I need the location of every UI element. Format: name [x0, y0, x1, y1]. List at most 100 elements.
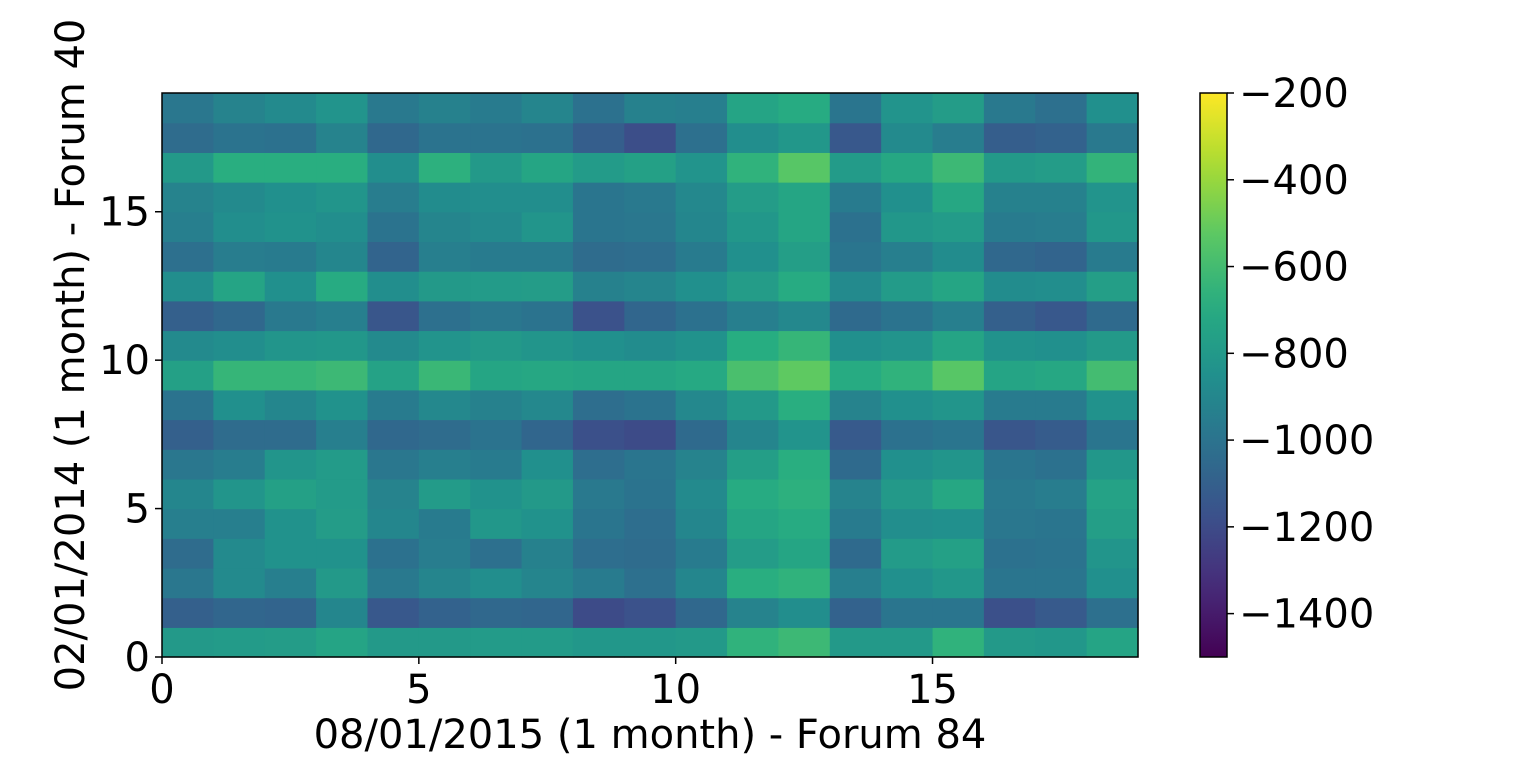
- heatmap-cell: [418, 93, 471, 124]
- heatmap-cell: [1035, 627, 1088, 658]
- heatmap-cell: [162, 182, 214, 213]
- heatmap-cell: [264, 211, 317, 243]
- heatmap-cell: [1086, 360, 1139, 391]
- heatmap-cell: [675, 627, 728, 658]
- heatmap-cell: [983, 360, 1036, 391]
- heatmap-cell: [367, 93, 420, 124]
- heatmap-cell: [316, 300, 369, 332]
- heatmap-cell: [213, 567, 266, 599]
- heatmap-cell: [1086, 93, 1139, 124]
- heatmap-cell: [727, 627, 780, 658]
- heatmap-cell: [624, 508, 677, 539]
- heatmap-cell: [1086, 627, 1139, 658]
- heatmap-cell: [675, 300, 728, 332]
- heatmap-cell: [213, 241, 266, 272]
- heatmap-cell: [572, 360, 625, 391]
- heatmap-cell: [1086, 300, 1139, 332]
- heatmap-cell: [213, 182, 266, 213]
- heatmap-cell: [932, 122, 985, 153]
- heatmap-cell: [727, 152, 780, 183]
- heatmap-cell: [521, 538, 574, 569]
- heatmap-cell: [264, 300, 317, 332]
- heatmap-cell: [470, 152, 523, 183]
- heatmap-cell: [624, 360, 677, 391]
- heatmap-cell: [983, 627, 1036, 658]
- heatmap-cell: [983, 182, 1036, 213]
- heatmap-cell: [367, 538, 420, 569]
- heatmap-cell: [1035, 538, 1088, 569]
- heatmap-cell: [213, 211, 266, 243]
- heatmap-cell: [213, 360, 266, 391]
- heatmap-cell: [675, 360, 728, 391]
- heatmap-cell: [162, 627, 214, 658]
- heatmap-cell: [162, 271, 214, 302]
- heatmap-cell: [367, 330, 420, 361]
- heatmap-cell: [1035, 597, 1088, 628]
- heatmap-cell: [521, 152, 574, 183]
- heatmap-cell: [881, 389, 934, 421]
- heatmap-cell: [727, 538, 780, 569]
- heatmap-cell: [264, 567, 317, 599]
- heatmap-cell: [624, 271, 677, 302]
- heatmap-cell: [727, 93, 780, 124]
- heatmap-cell: [572, 597, 625, 628]
- heatmap-cell: [778, 211, 831, 243]
- heatmap-cell: [675, 271, 728, 302]
- heatmap-cell: [624, 449, 677, 480]
- heatmap-cell: [932, 271, 985, 302]
- heatmap-cell: [778, 508, 831, 539]
- heatmap-cell: [778, 597, 831, 628]
- heatmap-cell: [521, 300, 574, 332]
- heatmap-cell: [675, 538, 728, 569]
- heatmap-cell: [727, 389, 780, 421]
- heatmap-cell: [1086, 478, 1139, 510]
- heatmap-cell: [675, 93, 728, 124]
- heatmap-cell: [367, 597, 420, 628]
- heatmap-cell: [572, 478, 625, 510]
- heatmap-cell: [572, 93, 625, 124]
- heatmap-cell: [881, 122, 934, 153]
- heatmap-cell: [932, 182, 985, 213]
- heatmap-cell: [1086, 211, 1139, 243]
- heatmap-cell: [778, 241, 831, 272]
- heatmap-cell: [983, 419, 1036, 450]
- heatmap-cell: [470, 300, 523, 332]
- heatmap-cell: [521, 211, 574, 243]
- heatmap-cell: [521, 508, 574, 539]
- heatmap-cell: [932, 449, 985, 480]
- heatmap-cell: [162, 567, 214, 599]
- x-tick-label: 5: [406, 667, 431, 713]
- heatmap-cell: [881, 211, 934, 243]
- heatmap-cell: [213, 627, 266, 658]
- heatmap-cell: [264, 330, 317, 361]
- heatmap-cell: [418, 271, 471, 302]
- heatmap-cell: [162, 360, 214, 391]
- heatmap-cell: [418, 122, 471, 153]
- heatmap-cell: [316, 152, 369, 183]
- heatmap-cell: [932, 538, 985, 569]
- heatmap-cell: [572, 300, 625, 332]
- heatmap-cell: [470, 241, 523, 272]
- heatmap-cell: [162, 241, 214, 272]
- heatmap-cell: [162, 330, 214, 361]
- heatmap-cell: [470, 93, 523, 124]
- heatmap-cell: [470, 389, 523, 421]
- heatmap-cell: [983, 300, 1036, 332]
- heatmap-cell: [418, 300, 471, 332]
- heatmap-cell: [470, 211, 523, 243]
- heatmap-cell: [367, 211, 420, 243]
- heatmap-cell: [1035, 211, 1088, 243]
- heatmap-cell: [829, 330, 882, 361]
- heatmap-cell: [829, 508, 882, 539]
- heatmap-cell: [1035, 419, 1088, 450]
- heatmap-cell: [932, 567, 985, 599]
- heatmap-cell: [418, 389, 471, 421]
- heatmap-cell: [727, 182, 780, 213]
- heatmap-cell: [264, 271, 317, 302]
- heatmap-cell: [778, 182, 831, 213]
- y-axis-label: 02/01/2014 (1 month) - Forum 40: [48, 19, 94, 692]
- heatmap-cell: [572, 241, 625, 272]
- heatmap-cell: [1035, 300, 1088, 332]
- heatmap-cell: [624, 627, 677, 658]
- heatmap-cell: [983, 597, 1036, 628]
